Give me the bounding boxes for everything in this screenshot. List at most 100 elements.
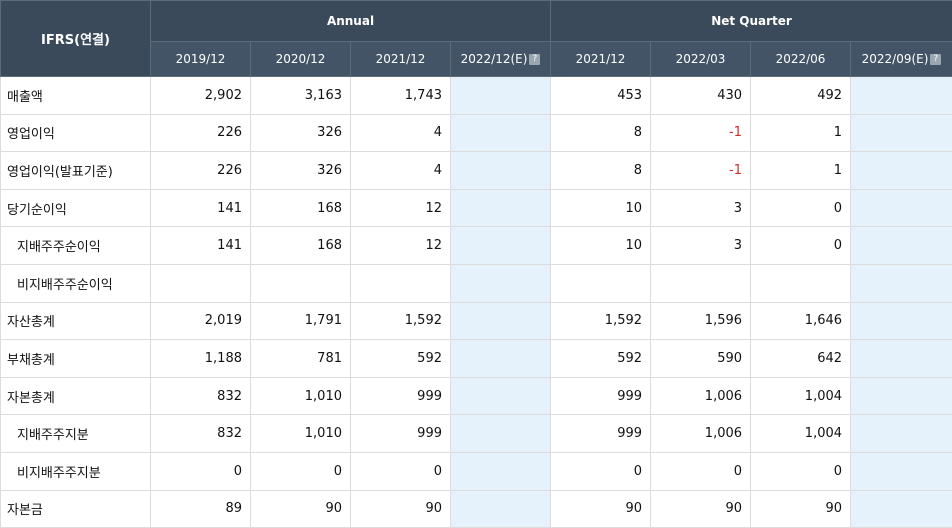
value-cell xyxy=(451,415,551,453)
value-cell: 0 xyxy=(651,452,751,490)
value-cell xyxy=(851,490,952,528)
value-cell xyxy=(451,340,551,378)
value-cell: 1 xyxy=(751,152,851,190)
value-cell: 0 xyxy=(551,452,651,490)
value-cell: 0 xyxy=(251,452,351,490)
value-cell: 1,006 xyxy=(651,415,751,453)
row-label: 지배주주순이익 xyxy=(1,227,151,265)
row-label: 자본금 xyxy=(1,490,151,528)
value-cell: 0 xyxy=(751,452,851,490)
row-label: 매출액 xyxy=(1,77,151,115)
value-cell xyxy=(851,152,952,190)
help-icon[interactable]: ? xyxy=(930,54,941,65)
value-cell: 90 xyxy=(251,490,351,528)
value-cell xyxy=(751,264,851,302)
value-cell: 1,646 xyxy=(751,302,851,340)
value-cell: 1,592 xyxy=(551,302,651,340)
value-cell: 781 xyxy=(251,340,351,378)
row-label: 부채총계 xyxy=(1,340,151,378)
period-header-estimate: 2022/09(E)? xyxy=(851,42,952,77)
value-cell: 0 xyxy=(751,189,851,227)
value-cell: 141 xyxy=(151,227,251,265)
value-cell: 999 xyxy=(551,415,651,453)
value-cell xyxy=(851,114,952,152)
table-row: 비지배주주순이익 xyxy=(1,264,952,302)
value-cell: 1,596 xyxy=(651,302,751,340)
value-cell: 1,010 xyxy=(251,415,351,453)
value-cell: 832 xyxy=(151,377,251,415)
value-cell xyxy=(251,264,351,302)
row-label: 지배주주지분 xyxy=(1,415,151,453)
row-label: 영업이익 xyxy=(1,114,151,152)
value-cell: 10 xyxy=(551,189,651,227)
value-cell: 832 xyxy=(151,415,251,453)
period-header: 2022/03 xyxy=(651,42,751,77)
value-cell: 10 xyxy=(551,227,651,265)
value-cell xyxy=(351,264,451,302)
help-icon[interactable]: ? xyxy=(529,54,540,65)
value-cell xyxy=(451,77,551,115)
value-cell: 168 xyxy=(251,189,351,227)
value-cell: 90 xyxy=(551,490,651,528)
value-cell: 12 xyxy=(351,189,451,227)
value-cell: 168 xyxy=(251,227,351,265)
value-cell xyxy=(851,415,952,453)
value-cell: 430 xyxy=(651,77,751,115)
value-cell: 0 xyxy=(351,452,451,490)
value-cell xyxy=(851,264,952,302)
value-cell: 226 xyxy=(151,152,251,190)
ifrs-header: IFRS(연결) xyxy=(1,1,151,77)
value-cell: 141 xyxy=(151,189,251,227)
value-cell: 1,004 xyxy=(751,415,851,453)
row-label: 당기순이익 xyxy=(1,189,151,227)
value-cell: 1,004 xyxy=(751,377,851,415)
value-cell xyxy=(651,264,751,302)
value-cell xyxy=(851,227,952,265)
value-cell: 90 xyxy=(651,490,751,528)
row-label: 비지배주주지분 xyxy=(1,452,151,490)
value-cell xyxy=(451,490,551,528)
value-cell: 1,592 xyxy=(351,302,451,340)
period-header: 2020/12 xyxy=(251,42,351,77)
value-cell: 2,902 xyxy=(151,77,251,115)
value-cell: 4 xyxy=(351,114,451,152)
value-cell: 0 xyxy=(751,227,851,265)
value-cell: 999 xyxy=(551,377,651,415)
value-cell: 90 xyxy=(751,490,851,528)
value-cell xyxy=(851,340,952,378)
value-cell: 3 xyxy=(651,189,751,227)
value-cell: 3,163 xyxy=(251,77,351,115)
row-label: 영업이익(발표기준) xyxy=(1,152,151,190)
row-label: 비지배주주순이익 xyxy=(1,264,151,302)
value-cell: 326 xyxy=(251,114,351,152)
value-cell: 0 xyxy=(151,452,251,490)
row-label: 자본총계 xyxy=(1,377,151,415)
period-header-estimate: 2022/12(E)? xyxy=(451,42,551,77)
value-cell: 999 xyxy=(351,377,451,415)
value-cell: 8 xyxy=(551,152,651,190)
value-cell xyxy=(551,264,651,302)
value-cell: 3 xyxy=(651,227,751,265)
value-cell: 90 xyxy=(351,490,451,528)
value-cell xyxy=(851,452,952,490)
value-cell xyxy=(451,189,551,227)
value-cell xyxy=(851,189,952,227)
value-cell xyxy=(451,114,551,152)
value-cell: 1,791 xyxy=(251,302,351,340)
value-cell xyxy=(851,302,952,340)
value-cell xyxy=(151,264,251,302)
value-cell: -1 xyxy=(651,152,751,190)
value-cell: 1 xyxy=(751,114,851,152)
value-cell: 1,188 xyxy=(151,340,251,378)
value-cell: 226 xyxy=(151,114,251,152)
value-cell: 1,743 xyxy=(351,77,451,115)
